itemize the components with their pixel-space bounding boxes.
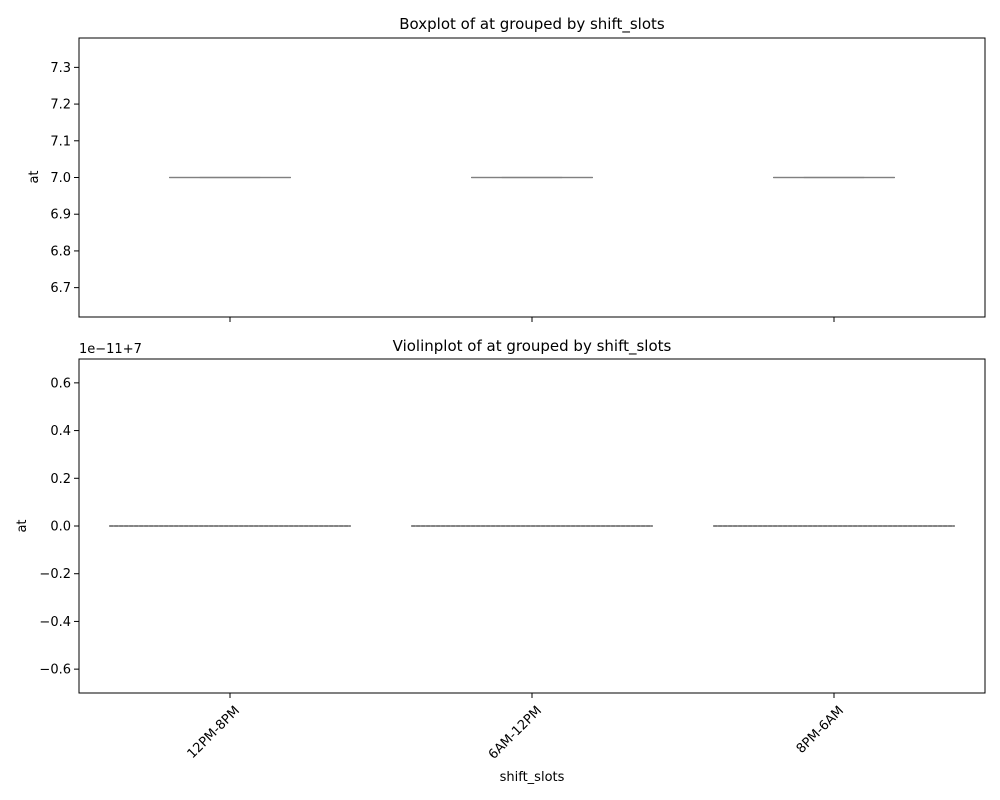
boxplot-ytick-label: 6.7 [50, 281, 71, 296]
violinplot-ytick-label: −0.6 [39, 663, 71, 678]
boxplot-ytick-label: 6.8 [50, 244, 71, 259]
boxplot-ytick-label: 7.1 [50, 134, 71, 149]
violin-6am-12pm [411, 525, 653, 527]
boxplot-x-ticks [229, 317, 835, 322]
violinplot-marks [109, 525, 955, 527]
violin-12pm-8pm [109, 525, 351, 527]
violinplot-y-ticks: −0.6 −0.4 −0.2 0.0 0.2 0.4 0.6 [39, 376, 79, 678]
violinplot-ytick-label: 0.0 [50, 520, 71, 535]
boxplot-title: Boxplot of at grouped by shift_slots [399, 15, 665, 34]
violinplot-ylabel: at [15, 519, 30, 532]
violinplot-axes-frame [78, 358, 986, 694]
violinplot-ytick-label: −0.2 [39, 567, 71, 582]
boxplot-ylabel: at [27, 170, 42, 183]
boxplot-ytick-label: 6.9 [50, 208, 71, 223]
violinplot-ytick-label: 0.4 [50, 424, 71, 439]
violinplot-title: Violinplot of at grouped by shift_slots [393, 337, 672, 356]
violinplot-ytick-label: 0.2 [50, 472, 71, 487]
violinplot-xlabel: shift_slots [500, 770, 565, 785]
violin-8pm-6am [713, 525, 955, 527]
violin-offset-label: 1e−11+7 [79, 342, 142, 357]
boxplot-ytick-label: 7.2 [50, 98, 71, 113]
boxplot-ytick-label: 7.3 [50, 61, 71, 76]
violinplot-ytick-label: 0.6 [50, 376, 71, 391]
violinplot-ytick-label: −0.4 [39, 615, 71, 630]
boxplot-ytick-label: 7.0 [50, 171, 71, 186]
boxplot-axes-frame [78, 37, 986, 318]
boxplot-y-ticks: 6.7 6.8 6.9 7.0 7.1 7.2 7.3 [50, 61, 79, 296]
boxplot-panel: Boxplot of at grouped by shift_slots at … [27, 15, 986, 322]
